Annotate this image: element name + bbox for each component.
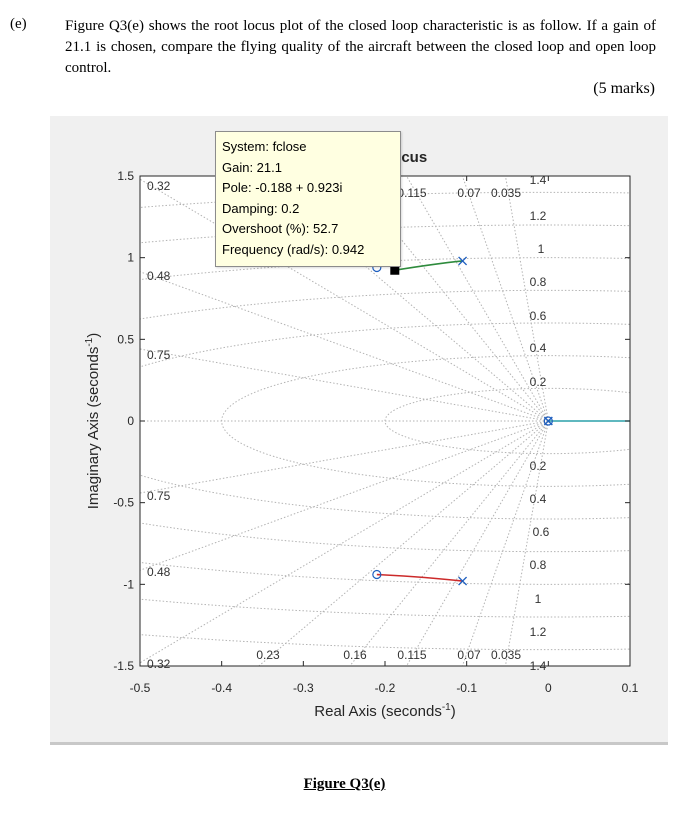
damping-label: 0.115 [397,648,426,662]
y-axis-label: Imaginary Axis (seconds-1) [84,333,102,509]
x-tick-label: -0.3 [293,681,314,695]
frequency-label: 0.8 [530,558,547,572]
frequency-label: 1 [538,242,545,256]
damping-line [140,348,549,422]
damping-line [349,176,549,422]
damping-line [140,271,549,422]
y-tick-label: 0.5 [117,332,134,346]
frequency-circle [140,322,630,520]
damping-label: 0.23 [256,648,280,662]
y-tick-label: -1 [123,577,134,591]
selected-point-marker [390,265,400,275]
damping-label: 0.115 [397,186,426,200]
pole-marker [458,256,468,266]
datatip-damping: Damping: 0.2 [222,200,300,216]
frequency-label: 1.4 [530,173,547,187]
frequency-label: 0.8 [530,275,547,289]
frequency-circle [140,191,630,651]
damping-label: 0.75 [147,348,171,362]
figure-caption: Figure Q3(e) [303,776,386,792]
y-tick-label: -0.5 [113,496,134,510]
frequency-label: 0.6 [533,525,550,539]
datatip[interactable]: System: fclose Gain: 21.1 Pole: -0.188 +… [215,131,401,267]
frequency-circle [140,257,630,585]
damping-line [461,420,549,666]
frequency-label: 0.4 [530,341,547,355]
y-tick-label: 0 [127,414,134,428]
damping-label: 0.07 [457,186,481,200]
pole-marker [458,576,468,586]
grid-labels: 0.32 0.48 0.75 0.75 0.48 0.32 0.115 0.07 0.035 0.… [147,173,550,673]
damping-line [140,420,549,571]
damping-line [258,420,549,666]
damping-label: 0.32 [147,657,171,671]
damping-label: 0.16 [343,648,367,662]
damping-label: 0.035 [491,648,521,662]
datatip-system: System: fclose [222,139,307,154]
zero-marker [543,416,553,426]
y-tick-label: 1 [127,251,134,265]
damping-label: 0.07 [457,648,481,662]
y-tick-label: 1.5 [117,169,134,183]
x-tick-label: 0 [545,681,552,695]
damping-label: 0.48 [147,269,171,283]
question-text: Figure Q3(e) shows the root locus plot o… [65,18,656,76]
x-tick-label: -0.2 [375,681,396,695]
x-axis-label: Real Axis (seconds-1) [314,702,455,720]
question-label: (e) [10,16,27,32]
damping-label: 0.75 [147,489,171,503]
frequency-label: 0.2 [530,459,547,473]
x-tick-label: 0.1 [622,681,639,695]
frequency-label: 0.6 [530,309,547,323]
frequency-circle [140,224,630,618]
frequency-label: 0.2 [530,375,547,389]
datatip-gain: Gain: 21.1 [222,159,282,175]
datatip-overshoot: Overshoot (%): 52.7 [222,221,339,236]
marks-label: (5 marks) [593,80,655,97]
frequency-label: 1.2 [530,209,547,223]
frequency-label: 1.2 [530,625,547,639]
frequency-circle [140,289,630,553]
damping-label: 0.32 [147,179,171,193]
damping-line [140,420,549,494]
locus-branch [394,260,463,272]
damping-label: 0.48 [147,565,171,579]
frequency-label: 0.4 [530,492,547,506]
y-tick-label: -1.5 [113,659,134,673]
zero-marker [372,569,382,580]
x-tick-label: -0.1 [456,681,477,695]
locus-branch [376,573,463,582]
x-tick-label: -0.4 [211,681,232,695]
x-tick-label: -0.5 [130,681,151,695]
axis-ticks: -0.5 -0.4 -0.3 -0.2 -0.1 0 0.1 1.5 1 0.5 0 -0.5 -1 -1… [113,169,638,695]
frequency-label: 1.4 [530,659,547,673]
damping-label: 0.035 [491,186,521,200]
datatip-pole: Pole: -0.188 + 0.923i [222,180,343,195]
datatip-frequency: Frequency (rad/s): 0.942 [222,241,365,257]
locus-branches [376,260,630,582]
damping-line [349,420,549,666]
damping-line [461,176,549,422]
damping-line [504,420,549,666]
damping-line [504,176,549,422]
frequency-label: 1 [535,592,542,606]
